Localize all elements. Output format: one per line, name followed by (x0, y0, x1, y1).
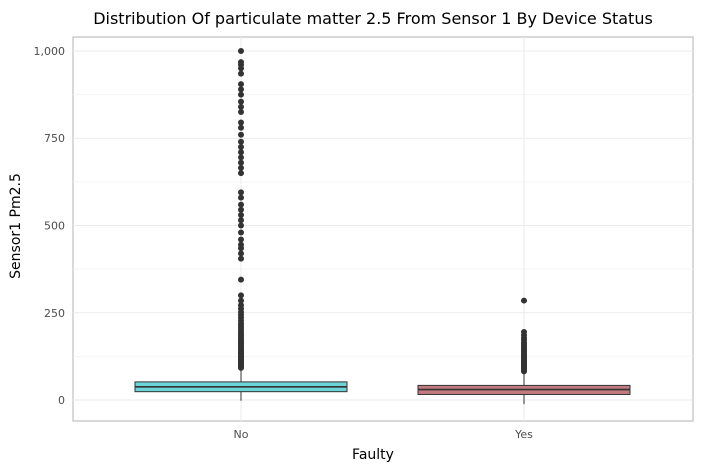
outlier-point (238, 131, 244, 138)
chart-title: Distribution Of particulate matter 2.5 F… (93, 9, 653, 28)
outlier-point (238, 212, 244, 219)
outlier-point (238, 229, 244, 236)
y-tick-label: 1,000 (34, 45, 66, 58)
box-layer (134, 47, 631, 405)
axis-ticks: 0 250 500 750 1,000 No Yes (34, 45, 534, 441)
outlier-point (238, 302, 244, 309)
outlier-point (238, 217, 244, 224)
y-tick-label: 250 (44, 307, 65, 320)
x-tick-label: Yes (514, 428, 533, 441)
outlier-point (238, 138, 244, 145)
outlier-point (521, 297, 527, 304)
outlier-point (238, 297, 244, 304)
y-axis-label: Sensor1 Pm2.5 (8, 173, 24, 279)
outlier-point (238, 124, 244, 131)
box-yes (417, 297, 631, 405)
outlier-point (238, 194, 244, 201)
outlier-point (238, 292, 244, 299)
outlier-point (238, 206, 244, 213)
outlier-point (238, 222, 244, 229)
outlier-point (238, 98, 244, 105)
outlier-point (238, 109, 244, 116)
plot-panel (72, 36, 694, 422)
outlier-point (238, 164, 244, 171)
outlier-point (238, 170, 244, 177)
outlier-point (238, 91, 244, 98)
outlier-point (238, 201, 244, 208)
outlier-point (238, 103, 244, 110)
outlier-point (238, 189, 244, 196)
outlier-point (238, 236, 244, 243)
outlier-point (238, 47, 244, 54)
y-tick-label: 0 (58, 394, 65, 407)
outlier-point (238, 70, 244, 77)
outlier-point (238, 255, 244, 262)
outlier-point (238, 241, 244, 248)
outlier-point (238, 119, 244, 126)
y-tick-label: 500 (44, 220, 65, 233)
outlier-point (238, 154, 244, 161)
outlier-point (238, 81, 244, 88)
outlier-point (238, 143, 244, 150)
x-tick-label: No (234, 428, 249, 441)
y-tick-label: 750 (44, 132, 65, 145)
x-axis-label: Faulty (352, 447, 394, 463)
outlier-point (238, 159, 244, 166)
outlier-point (238, 250, 244, 257)
outlier-point (238, 276, 244, 283)
outlier-point (238, 59, 244, 66)
box-no (134, 47, 348, 401)
outlier-point (238, 86, 244, 93)
outlier-point (238, 149, 244, 156)
outlier-point (521, 328, 527, 335)
